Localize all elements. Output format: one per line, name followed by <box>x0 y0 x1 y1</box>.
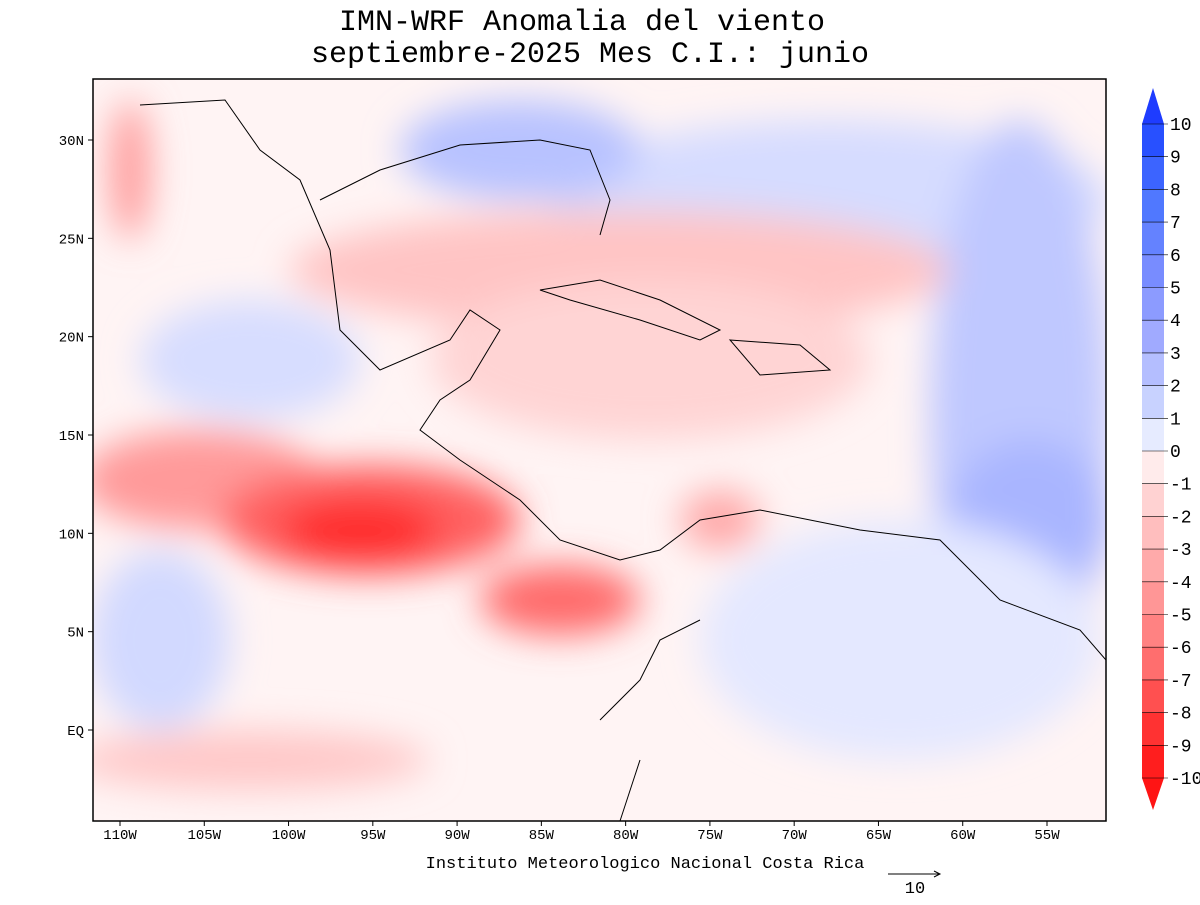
colorbar-box <box>1142 385 1164 419</box>
colorbar-label: -4 <box>1170 574 1192 594</box>
lon-axis: 110W 105W 100W 95W 90W 85W 80W 75W 70W 65W 60W 55W <box>103 821 1060 844</box>
colorbar-label: 1 <box>1170 410 1181 430</box>
lon-label: 110W <box>103 828 137 844</box>
colorbar-box <box>1142 418 1164 451</box>
lat-label: 20N <box>59 331 84 347</box>
title: IMN-WRF Anomalia del viento <box>339 6 825 40</box>
lon-label: 100W <box>272 828 306 844</box>
colorbar-label: -6 <box>1170 639 1192 659</box>
colorbar-box <box>1142 483 1164 517</box>
lon-label: 75W <box>697 828 723 844</box>
colorbar-label: -8 <box>1170 705 1192 725</box>
lon-label: 80W <box>613 828 639 844</box>
colorbar-box <box>1142 549 1164 582</box>
lon-label: 105W <box>187 828 221 844</box>
lat-axis: 30N 25N 20N 15N 10N 5N EQ <box>59 134 93 740</box>
colorbar-label: 8 <box>1170 181 1181 201</box>
colorbar-box <box>1142 516 1164 550</box>
colorbar-label: 3 <box>1170 345 1181 365</box>
colorbar-box <box>1142 222 1164 255</box>
colorbar-box <box>1142 156 1164 190</box>
colorbar-label: -2 <box>1170 508 1192 528</box>
colorbar-label: 4 <box>1170 312 1181 332</box>
colorbar-label: -5 <box>1170 607 1192 627</box>
lon-label: 85W <box>529 828 555 844</box>
lat-label: 30N <box>59 134 84 150</box>
colorbar-label: 5 <box>1170 280 1181 300</box>
subtitle: septiembre-2025 Mes C.I.: junio <box>311 38 869 72</box>
colorbar-label: -9 <box>1170 737 1192 757</box>
colorbar-box <box>1142 124 1164 157</box>
lon-label: 55W <box>1034 828 1060 844</box>
colorbar-box <box>1142 254 1164 288</box>
colorbar-box <box>1142 581 1164 615</box>
colorbar-box <box>1142 647 1164 680</box>
lat-label: 15N <box>59 429 84 445</box>
lat-label: 10N <box>59 527 84 543</box>
colorbar-box <box>1142 451 1164 484</box>
lon-label: 70W <box>782 828 808 844</box>
colorbar-box <box>1142 287 1164 321</box>
colorbar-label: 10 <box>1170 116 1192 136</box>
anomaly-field <box>93 79 1106 821</box>
footer: Instituto Meteorologico Nacional Costa R… <box>426 855 865 874</box>
lon-label: 95W <box>360 828 386 844</box>
colorbar-label: 0 <box>1170 443 1181 463</box>
colorbar-box <box>1142 712 1164 746</box>
lon-label: 60W <box>950 828 976 844</box>
colorbar-box <box>1142 679 1164 713</box>
lat-label: EQ <box>67 724 84 740</box>
colorbar-label: 9 <box>1170 149 1181 169</box>
colorbar-label: -3 <box>1170 541 1192 561</box>
colorbar-label: 6 <box>1170 247 1181 267</box>
colorbar-box <box>1142 352 1164 386</box>
colorbar-box <box>1142 745 1164 778</box>
colorbar-box <box>1142 614 1164 648</box>
colorbar-box <box>1142 320 1164 353</box>
lon-label: 90W <box>444 828 470 844</box>
reference-label: 10 <box>905 880 925 899</box>
colorbar-label: 2 <box>1170 378 1181 398</box>
colorbar-box <box>1142 189 1164 223</box>
colorbar-label: -1 <box>1170 476 1192 496</box>
colorbar-label: 7 <box>1170 214 1181 234</box>
lon-label: 65W <box>866 828 892 844</box>
reference-arrow-head <box>933 870 942 878</box>
lat-label: 25N <box>59 232 84 248</box>
colorbar-label: -10 <box>1170 770 1200 790</box>
colorbar-top-triangle <box>1142 88 1164 124</box>
colorbar-label: -7 <box>1170 672 1192 692</box>
lat-label: 5N <box>67 626 84 642</box>
colorbar-bottom-triangle <box>1142 778 1164 810</box>
map-frame <box>92 78 1107 822</box>
